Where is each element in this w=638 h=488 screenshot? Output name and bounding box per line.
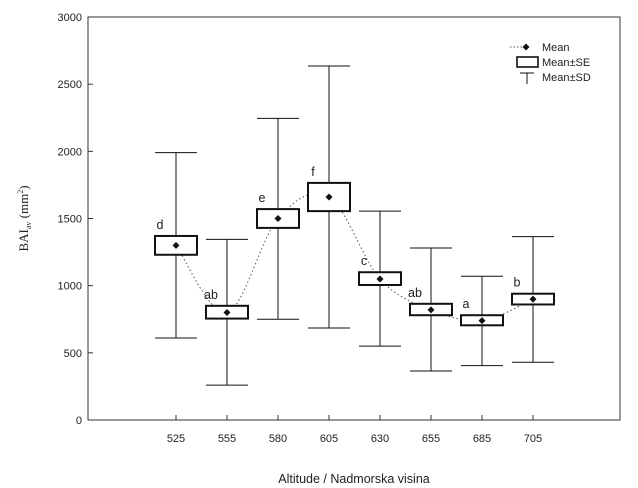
plot-frame <box>87 16 621 421</box>
y-tick-label: 2500 <box>58 79 82 91</box>
y-axis: 0 500 1000 1500 2000 2500 3000 <box>58 12 93 427</box>
box-plot-item: f <box>307 65 351 329</box>
x-axis: 525 555 580 605 630 655 685 705 <box>167 415 542 445</box>
mean-marker <box>478 317 486 325</box>
box-plot-item: a <box>460 275 504 367</box>
mean-trend-line <box>175 192 534 322</box>
legend-se-box <box>516 56 539 68</box>
box-plot-item: ab <box>408 247 453 372</box>
box-plot-item: ab <box>204 238 249 386</box>
y-axis-title: BAIav (mm2) <box>16 185 33 251</box>
y-axis-title-unit-close: ) <box>16 185 31 189</box>
y-axis-title-main: BAI <box>16 229 31 251</box>
legend: Mean Mean±SE Mean±SD <box>510 42 591 84</box>
x-tick-label: 605 <box>320 433 338 445</box>
y-tick-label: 0 <box>76 415 82 427</box>
y-axis-title-unit-sup: 2 <box>16 190 25 194</box>
x-tick-label: 685 <box>473 433 491 445</box>
group-letter: c <box>361 254 367 268</box>
group-letter: d <box>157 218 164 232</box>
mean-marker <box>427 306 435 314</box>
group-letter: e <box>259 191 266 205</box>
group-letter: ab <box>204 288 218 302</box>
y-tick-label: 500 <box>64 348 82 360</box>
y-axis-title-unit: (mm <box>16 194 31 222</box>
legend-se-label: Mean±SE <box>542 57 590 69</box>
x-tick-label: 655 <box>422 433 440 445</box>
legend-mean-marker <box>522 43 530 51</box>
x-tick-label: 630 <box>371 433 389 445</box>
box-plot-item: e <box>256 117 300 320</box>
x-axis-title: Altitude / Nadmorska visina <box>278 472 430 486</box>
group-letter: ab <box>408 286 422 300</box>
x-tick-label: 580 <box>269 433 287 445</box>
x-tick-label: 555 <box>218 433 236 445</box>
mean-marker <box>376 275 384 283</box>
group-letter: f <box>311 165 315 179</box>
legend-mean-label: Mean <box>542 42 570 54</box>
group-letter: a <box>463 297 470 311</box>
box-plot-item: c <box>358 210 402 347</box>
x-tick-label: 705 <box>524 433 542 445</box>
legend-sd-label: Mean±SD <box>542 72 591 84</box>
y-tick-label: 1500 <box>58 214 82 226</box>
mean-marker <box>223 309 231 317</box>
mean-marker <box>274 215 282 222</box>
x-tick-label: 525 <box>167 433 185 445</box>
box-plot-item: d <box>154 152 198 339</box>
mean-marker <box>529 295 537 303</box>
mean-marker <box>325 193 333 201</box>
group-letter: b <box>514 276 521 290</box>
y-axis-title-sub: av <box>24 222 33 230</box>
y-tick-label: 3000 <box>58 12 82 24</box>
mean-marker <box>172 241 180 249</box>
y-tick-label: 2000 <box>58 146 82 158</box>
y-tick-label: 1000 <box>58 281 82 293</box>
box-plot-item: b <box>511 236 555 363</box>
